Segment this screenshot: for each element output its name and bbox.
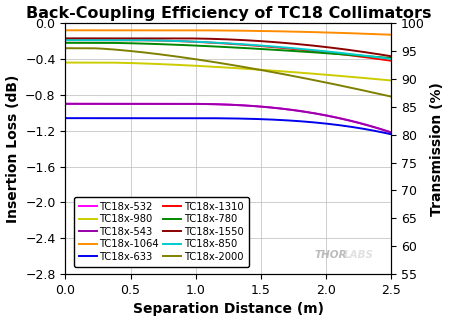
TC18x-543 — [261, 105, 266, 109]
TC18x-1064 — [83, 28, 88, 32]
Line: TC18x-850: TC18x-850 — [65, 40, 392, 59]
TC18x-1310 — [63, 38, 68, 42]
TC18x-543 — [83, 102, 88, 106]
TC18x-850 — [270, 44, 276, 48]
TC18x-1310 — [252, 44, 257, 48]
TC18x-1064 — [343, 31, 349, 35]
TC18x-2000 — [389, 95, 394, 99]
TC18x-1064 — [389, 33, 394, 37]
TC18x-850 — [310, 48, 315, 52]
TC18x-980 — [310, 72, 315, 76]
TC18x-980 — [270, 69, 276, 72]
TC18x-1550 — [261, 39, 266, 43]
TC18x-1310 — [343, 53, 349, 57]
TC18x-1550 — [252, 39, 257, 43]
TC18x-980 — [252, 67, 257, 71]
Line: TC18x-780: TC18x-780 — [65, 43, 392, 58]
TC18x-2000 — [343, 85, 349, 89]
TC18x-532 — [63, 102, 68, 106]
TC18x-980 — [343, 74, 349, 78]
Text: THOR: THOR — [315, 251, 347, 260]
TC18x-543 — [252, 104, 257, 108]
TC18x-1550 — [343, 48, 349, 52]
TC18x-980 — [83, 61, 88, 64]
TC18x-1550 — [83, 36, 88, 40]
TC18x-2000 — [270, 70, 276, 74]
TC18x-780 — [83, 41, 88, 45]
TC18x-850 — [343, 52, 349, 55]
TC18x-532 — [252, 104, 257, 108]
TC18x-633 — [310, 120, 315, 124]
TC18x-543 — [343, 118, 349, 122]
TC18x-1064 — [63, 28, 68, 32]
TC18x-980 — [63, 61, 68, 64]
Y-axis label: Transmission (%): Transmission (%) — [431, 82, 445, 215]
TC18x-850 — [252, 43, 257, 47]
X-axis label: Separation Distance (m): Separation Distance (m) — [133, 302, 324, 317]
TC18x-1550 — [389, 54, 394, 58]
TC18x-1310 — [389, 59, 394, 63]
Text: LABS: LABS — [344, 251, 374, 260]
Line: TC18x-980: TC18x-980 — [65, 62, 392, 80]
TC18x-2000 — [63, 46, 68, 50]
Y-axis label: Insertion Loss (dB): Insertion Loss (dB) — [5, 74, 19, 223]
TC18x-780 — [252, 47, 257, 51]
TC18x-532 — [270, 106, 276, 109]
TC18x-1064 — [310, 30, 315, 34]
TC18x-532 — [261, 105, 266, 109]
TC18x-1550 — [270, 40, 276, 44]
TC18x-1310 — [270, 45, 276, 49]
TC18x-2000 — [310, 78, 315, 82]
Line: TC18x-2000: TC18x-2000 — [65, 48, 392, 97]
TC18x-780 — [343, 53, 349, 57]
TC18x-780 — [389, 56, 394, 60]
TC18x-850 — [83, 38, 88, 42]
Title: Back-Coupling Efficiency of TC18 Collimators: Back-Coupling Efficiency of TC18 Collima… — [26, 5, 431, 21]
TC18x-2000 — [252, 67, 257, 71]
TC18x-780 — [310, 50, 315, 54]
TC18x-633 — [63, 116, 68, 120]
Line: TC18x-1310: TC18x-1310 — [65, 40, 392, 61]
TC18x-532 — [310, 111, 315, 115]
TC18x-1310 — [261, 44, 266, 48]
TC18x-633 — [343, 124, 349, 128]
TC18x-1550 — [63, 36, 68, 40]
TC18x-543 — [63, 102, 68, 106]
TC18x-543 — [310, 111, 315, 115]
TC18x-633 — [261, 117, 266, 121]
TC18x-633 — [389, 132, 394, 136]
TC18x-1064 — [252, 29, 257, 33]
TC18x-850 — [63, 38, 68, 42]
TC18x-633 — [83, 116, 88, 120]
TC18x-1064 — [261, 29, 266, 33]
Line: TC18x-532: TC18x-532 — [65, 104, 392, 132]
TC18x-1550 — [310, 43, 315, 47]
TC18x-780 — [261, 47, 266, 51]
Line: TC18x-543: TC18x-543 — [65, 104, 392, 132]
TC18x-780 — [63, 41, 68, 45]
TC18x-1310 — [310, 49, 315, 53]
Legend: TC18x-532, TC18x-980, TC18x-543, TC18x-1064, TC18x-633, TC18x-1310, TC18x-780, T: TC18x-532, TC18x-980, TC18x-543, TC18x-1… — [74, 197, 249, 267]
TC18x-850 — [389, 57, 394, 61]
TC18x-633 — [252, 117, 257, 121]
TC18x-1064 — [270, 29, 276, 33]
Line: TC18x-1064: TC18x-1064 — [65, 30, 392, 35]
TC18x-1310 — [83, 38, 88, 42]
TC18x-532 — [389, 130, 394, 134]
TC18x-2000 — [83, 46, 88, 50]
TC18x-633 — [270, 118, 276, 122]
TC18x-532 — [83, 102, 88, 106]
TC18x-980 — [389, 79, 394, 82]
Line: TC18x-1550: TC18x-1550 — [65, 38, 392, 56]
TC18x-980 — [261, 68, 266, 72]
TC18x-850 — [261, 44, 266, 48]
Line: TC18x-633: TC18x-633 — [65, 118, 392, 134]
TC18x-780 — [270, 48, 276, 52]
TC18x-2000 — [261, 69, 266, 72]
TC18x-543 — [270, 106, 276, 109]
TC18x-532 — [343, 118, 349, 122]
TC18x-543 — [389, 130, 394, 134]
